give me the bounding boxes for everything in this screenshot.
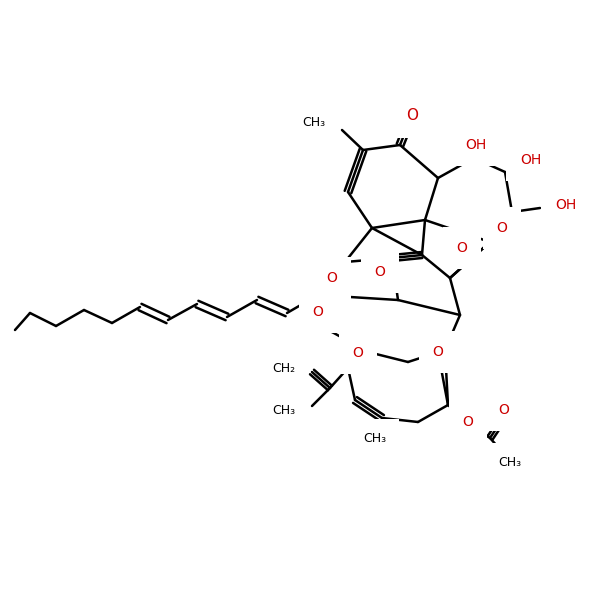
Text: CH₂: CH₂	[272, 361, 295, 374]
Text: O: O	[497, 221, 508, 235]
Text: OH: OH	[520, 153, 541, 167]
Text: O: O	[313, 305, 323, 319]
Text: O: O	[406, 107, 418, 122]
Text: O: O	[463, 415, 473, 429]
Text: O: O	[499, 403, 509, 417]
Text: O: O	[353, 346, 364, 360]
Text: CH₃: CH₃	[364, 431, 386, 445]
Text: CH₃: CH₃	[499, 455, 521, 469]
Text: CH₃: CH₃	[272, 403, 295, 416]
Text: CH₃: CH₃	[302, 115, 325, 128]
Text: O: O	[326, 271, 337, 285]
Text: OH: OH	[466, 138, 487, 152]
Text: O: O	[457, 241, 467, 255]
Text: O: O	[433, 345, 443, 359]
Text: OH: OH	[555, 198, 576, 212]
Text: O: O	[374, 265, 385, 279]
